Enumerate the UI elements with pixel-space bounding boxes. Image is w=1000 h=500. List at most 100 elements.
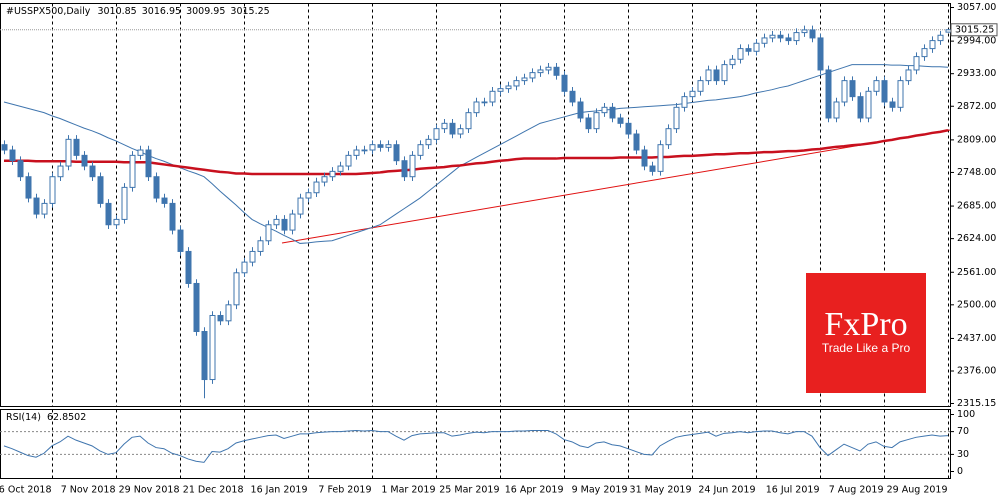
candle-body bbox=[529, 72, 536, 79]
candle-body bbox=[729, 58, 736, 66]
candle-body bbox=[161, 197, 168, 204]
candle-body bbox=[793, 32, 800, 42]
symbol: #USSPX500,Daily bbox=[6, 6, 91, 17]
plot-layer bbox=[1, 25, 952, 463]
candle-body bbox=[665, 128, 672, 146]
y-tick-label: 70 bbox=[957, 426, 969, 437]
last-price-box bbox=[950, 23, 998, 37]
x-tick-label: 16 Apr 2019 bbox=[505, 485, 564, 496]
x-tick-label: 21 Dec 2018 bbox=[183, 485, 244, 496]
y-tick-label: 3057.00 bbox=[957, 2, 996, 13]
candle-body bbox=[89, 165, 96, 178]
candle-body bbox=[353, 149, 360, 156]
candle-body bbox=[217, 314, 224, 322]
candle-body bbox=[585, 117, 592, 130]
candle-body bbox=[209, 314, 216, 381]
candle-body bbox=[137, 149, 144, 156]
candle-body bbox=[433, 128, 440, 140]
candle-body bbox=[9, 149, 16, 162]
candle-body bbox=[273, 218, 280, 226]
candle-body bbox=[73, 138, 80, 156]
candle-body bbox=[569, 90, 576, 103]
y-tick-label: 2748.00 bbox=[957, 167, 996, 178]
candle-body bbox=[681, 96, 688, 108]
candle-body bbox=[833, 101, 840, 119]
candle-body bbox=[777, 34, 784, 39]
candle-body bbox=[305, 192, 312, 199]
candle-body bbox=[889, 101, 896, 108]
candle-body bbox=[801, 29, 808, 34]
candle-body bbox=[153, 176, 160, 199]
candle-body bbox=[449, 122, 456, 135]
candle-body bbox=[345, 154, 352, 167]
candle-body bbox=[769, 34, 776, 39]
rsi-line bbox=[3, 429, 949, 463]
logo-tagline: Trade Like a Pro bbox=[822, 341, 911, 355]
rsi-name: RSI(14) bbox=[6, 412, 41, 423]
candle-body bbox=[17, 160, 24, 178]
candle-body bbox=[657, 144, 664, 172]
candle-body bbox=[625, 122, 632, 135]
candle-body bbox=[49, 176, 56, 204]
candle-body bbox=[377, 144, 384, 148]
y-tick-label: 2872.00 bbox=[957, 101, 996, 112]
moving-average-line bbox=[3, 64, 949, 244]
candle-body bbox=[857, 96, 864, 119]
candle-body bbox=[505, 85, 512, 90]
x-tick-label: 29 Nov 2018 bbox=[119, 485, 180, 496]
candle-body bbox=[809, 29, 816, 39]
x-tick-label: 1 Mar 2019 bbox=[381, 485, 435, 496]
y-tick-label: 2376.00 bbox=[957, 366, 996, 377]
candle-body bbox=[169, 202, 176, 231]
candle-body bbox=[553, 66, 560, 76]
rsi-header: RSI(14) 62.8502 bbox=[6, 412, 86, 423]
moving-average-line bbox=[4, 129, 949, 176]
candle-body bbox=[249, 250, 256, 263]
candle-body bbox=[457, 128, 464, 135]
candle-body bbox=[105, 202, 112, 226]
candle-body bbox=[233, 272, 240, 306]
candle-body bbox=[425, 138, 432, 146]
candle-body bbox=[281, 218, 288, 231]
candle-body bbox=[129, 154, 136, 188]
candle-body bbox=[881, 80, 888, 103]
candle-body bbox=[313, 181, 320, 194]
trendline bbox=[281, 129, 951, 244]
x-tick-label: 24 Jun 2019 bbox=[698, 485, 755, 496]
candle-body bbox=[321, 176, 328, 183]
candle-body bbox=[617, 117, 624, 124]
candle-body bbox=[905, 69, 912, 82]
candle-body bbox=[409, 154, 416, 178]
candle-body bbox=[185, 250, 192, 284]
candle-body bbox=[497, 88, 504, 92]
candle-body bbox=[649, 165, 656, 172]
candle-body bbox=[753, 42, 760, 52]
candle-body bbox=[201, 331, 208, 381]
y-tick-label: 2315.15 bbox=[957, 398, 996, 409]
chart-header: #USSPX500,Daily 3010.85 3016.95 3009.95 … bbox=[6, 6, 270, 17]
candle-body bbox=[609, 106, 616, 119]
x-tick-label: 16 Oct 2018 bbox=[0, 485, 52, 496]
candle-body bbox=[337, 165, 344, 172]
rsi-frame bbox=[0, 409, 951, 479]
candle-body bbox=[817, 37, 824, 71]
candle-body bbox=[785, 37, 792, 42]
header-low: 3009.95 bbox=[186, 6, 225, 17]
rsi-value: 62.8502 bbox=[47, 412, 86, 423]
candle-body bbox=[329, 170, 336, 178]
candle-body bbox=[713, 69, 720, 82]
candle-body bbox=[65, 138, 72, 167]
main-frame bbox=[0, 3, 951, 407]
candle-body bbox=[849, 80, 856, 98]
x-tick-label: 16 Jan 2019 bbox=[251, 485, 308, 496]
candle-body bbox=[897, 80, 904, 108]
candle-body bbox=[225, 304, 232, 322]
candle-body bbox=[825, 69, 832, 119]
candle-body bbox=[25, 176, 32, 199]
header-close: 3015.25 bbox=[230, 6, 269, 17]
y-tick-label: 2994.00 bbox=[957, 36, 996, 47]
last-price-label: 3015.25 bbox=[955, 24, 994, 35]
candle-body bbox=[41, 202, 48, 215]
y-tick-label: 2500.00 bbox=[957, 299, 996, 310]
logo-box bbox=[806, 273, 926, 393]
